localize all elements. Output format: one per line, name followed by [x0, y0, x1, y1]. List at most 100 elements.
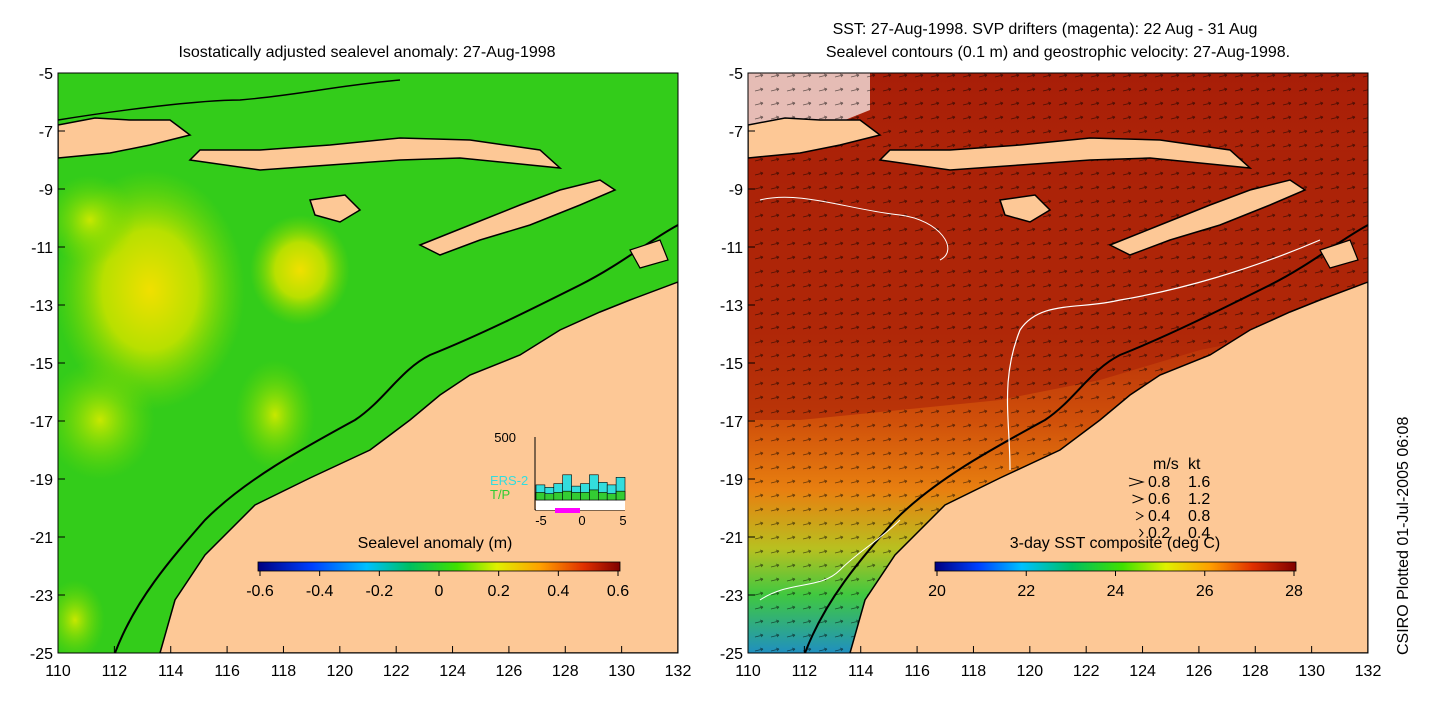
left-anomaly-high: [250, 215, 350, 325]
left-anomaly-high: [58, 360, 155, 480]
right-timor-land: [1108, 179, 1307, 256]
right-x-tick-label: 114: [848, 663, 874, 680]
left-sumba-land: [309, 194, 362, 223]
velocity-legend-ms: 0.4: [1148, 508, 1170, 525]
right-islands-land: [878, 137, 1253, 171]
left-x-tick-label: 132: [665, 663, 692, 680]
right-australia-land: [849, 281, 1368, 653]
left-colorbar-tick-label: 0.2: [488, 583, 510, 600]
inset-bar-tp: [589, 489, 599, 501]
right-x-tick-label: 116: [904, 663, 930, 680]
velocity-legend-ms: 0.8: [1148, 474, 1170, 491]
left-colorbar-tick-label: -0.6: [246, 583, 274, 600]
left-x-tick-label: 116: [214, 663, 240, 680]
right-sealevel-contour: [1006, 239, 1321, 471]
right-colorbar: [934, 561, 1297, 572]
inset-drifter-marker: [555, 508, 580, 513]
inset-x-tick-label: -5: [535, 513, 547, 528]
right-y-tick-label: -19: [720, 472, 743, 489]
left-y-tick-label: -23: [30, 588, 53, 605]
left-anomaly-high: [58, 175, 135, 265]
right-colorbar-tick-label: 26: [1196, 583, 1214, 600]
right-y-tick-label: -23: [720, 588, 743, 605]
left-panel-title: Isostatically adjusted sealevel anomaly:…: [178, 44, 555, 61]
right-x-tick-label: 132: [1355, 663, 1382, 680]
velocity-legend-arrow: [1128, 477, 1145, 487]
credit-text: CSIRO Plotted 01-Jul-2005 06:08: [1395, 417, 1412, 655]
left-colorbar-label: Sealevel anomaly (m): [358, 535, 513, 552]
left-y-tick-label: -25: [30, 646, 53, 663]
inset-legend-tp: T/P: [490, 487, 510, 502]
inset-bar-tp: [571, 492, 581, 501]
right-x-tick-label: 110: [735, 663, 761, 680]
right-x-axis: 110 112 114 116 118 120 122 124 126 128 130 132: [735, 646, 1381, 680]
left-x-tick-label: 118: [271, 663, 297, 680]
left-colorbar-tick-label: -0.4: [306, 583, 334, 600]
left-x-tick-label: 126: [496, 663, 523, 680]
inset-bar-tp: [580, 492, 590, 501]
right-x-tick-label: 130: [1298, 663, 1325, 680]
velocity-legend-rows: 0.8 1.60.6 1.20.4 0.80.2 0.4: [1128, 474, 1210, 542]
right-x-tick-label: 122: [1073, 663, 1100, 680]
left-colorbar-tick-label: 0: [435, 583, 444, 600]
right-x-tick-label: 126: [1186, 663, 1213, 680]
right-small-island: [1319, 239, 1359, 269]
right-y-tick-label: -11: [721, 240, 743, 257]
right-y-tick-label: -15: [720, 356, 743, 373]
velocity-legend-arrow: [1139, 528, 1144, 538]
left-y-tick-label: -13: [30, 298, 53, 315]
inset-legend-ers2: ERS-2: [490, 473, 528, 488]
right-sealevel-contour: [759, 196, 949, 261]
inset-bar-tp: [597, 492, 608, 501]
inset-bar-tp: [544, 493, 555, 501]
left-y-tick-label: -15: [30, 356, 53, 373]
left-x-axis: 110 112 114 116 118 120 122 124 126 128 130 132: [45, 646, 691, 680]
right-colorbar-tick-label: 24: [1107, 583, 1125, 600]
right-colorbar-ticks: 20 22 24 26 28: [928, 571, 1303, 600]
left-y-axis: -5 -7 -9 -11 -13 -15 -17 -19 -21 -23 -25: [30, 66, 65, 663]
inset-x-tick-label: 0: [578, 513, 585, 528]
left-australia-land: [159, 281, 678, 653]
right-sumba-land: [999, 194, 1052, 223]
velocity-legend-arrow: [1135, 511, 1145, 521]
inset-bar-tp: [553, 492, 563, 501]
left-x-tick-label: 112: [102, 663, 128, 680]
inset-x-tick-label: 5: [619, 513, 626, 528]
left-colorbar-tick-label: -0.2: [366, 583, 394, 600]
left-x-tick-label: 122: [383, 663, 410, 680]
left-y-tick-label: -11: [31, 240, 53, 257]
right-sealevel-contour: [759, 519, 901, 601]
right-x-tick-label: 124: [1129, 663, 1156, 680]
right-y-tick-label: -17: [720, 414, 743, 431]
left-y-tick-label: -5: [39, 66, 53, 83]
right-y-tick-label: -5: [729, 66, 743, 83]
right-panel-title-line2: Sealevel contours (0.1 m) and geostrophi…: [826, 44, 1290, 61]
right-y-tick-label: -13: [720, 298, 743, 315]
left-colorbar-tick-label: 0.6: [607, 583, 629, 600]
right-x-tick-label: 120: [1016, 663, 1043, 680]
inset-bar-tp: [562, 490, 572, 501]
left-x-tick-label: 128: [552, 663, 579, 680]
right-y-tick-label: -7: [729, 124, 743, 141]
left-anomaly-high: [235, 360, 315, 470]
velocity-legend-kt: 1.6: [1188, 474, 1210, 491]
left-islands-land: [188, 137, 563, 171]
observation-inset: 500 -5 0 5 ERS-2 T/P: [490, 430, 627, 528]
right-colorbar-tick-label: 20: [928, 583, 946, 600]
left-y-tick-label: -9: [39, 182, 53, 199]
left-timor-land: [418, 179, 617, 256]
velocity-legend-ms: 0.2: [1148, 525, 1170, 542]
inset-bar-tp: [535, 492, 546, 501]
velocity-legend-kt: 0.4: [1188, 525, 1210, 542]
inset-x-ticks: -5 0 5: [535, 513, 626, 528]
left-x-tick-label: 120: [326, 663, 353, 680]
inset-bars: [535, 474, 626, 501]
left-small-island: [629, 239, 669, 269]
inset-bar-tp: [606, 493, 617, 501]
left-x-tick-label: 130: [608, 663, 635, 680]
velocity-legend-kt: 0.8: [1188, 508, 1210, 525]
velocity-legend-ms: 0.6: [1148, 491, 1170, 508]
velocity-legend-kt: 1.2: [1188, 491, 1210, 508]
inset-y-label: 500: [494, 430, 516, 445]
left-y-tick-label: -21: [30, 530, 53, 547]
